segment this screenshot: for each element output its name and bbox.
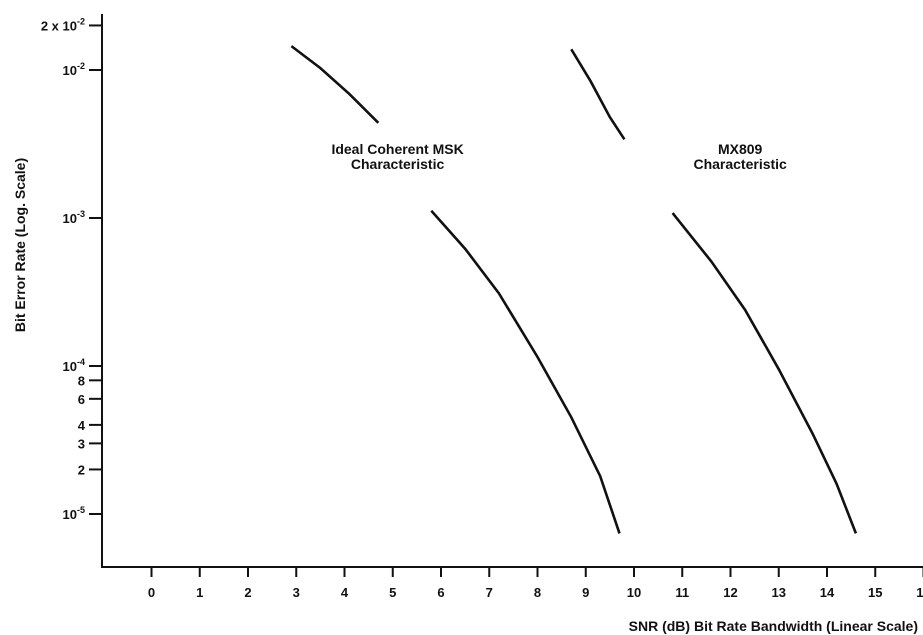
- y-tick-base: 6: [78, 392, 85, 407]
- y-tick-base: 10: [63, 507, 77, 522]
- y-tick-label: 2 x 10-2: [41, 16, 85, 33]
- y-tick-base: 2: [78, 462, 85, 477]
- y-tick-base: 10: [63, 359, 77, 374]
- x-tick-label: 11: [675, 585, 689, 600]
- annotation-2-line-2: Characteristic: [693, 156, 787, 172]
- y-tick-label: 3: [78, 436, 85, 451]
- x-tick-label: 14: [820, 585, 835, 600]
- y-tick-exponent: -4: [77, 357, 85, 367]
- series-2-segment-2-line: [671, 212, 858, 534]
- y-tick-label: 4: [78, 418, 86, 433]
- series-1-segment-2-line: [430, 209, 621, 534]
- y-tick-exponent: -2: [77, 61, 85, 71]
- annotation-1-line-2: Characteristic: [351, 156, 445, 172]
- y-tick-label: 6: [78, 392, 85, 407]
- y-tick-exponent: -3: [77, 209, 85, 219]
- series-2-segment-1-line: [570, 48, 626, 141]
- x-tick-label: 16: [916, 585, 923, 600]
- y-tick-label: 10-2: [63, 61, 85, 78]
- x-tick-label: 5: [389, 585, 396, 600]
- y-tick-label: 8: [78, 373, 85, 388]
- x-tick-label: 4: [341, 585, 349, 600]
- x-tick-label: 3: [293, 585, 300, 600]
- annotation-1-line-1: Ideal Coherent MSK: [331, 141, 463, 157]
- annotation-2-line-1: MX809: [718, 141, 763, 157]
- y-tick-base: 3: [78, 436, 85, 451]
- x-tick-group: 012345678910111213141516: [148, 567, 923, 600]
- y-tick-base: 10: [63, 63, 77, 78]
- x-tick-label: 12: [723, 585, 737, 600]
- x-tick-label: 2: [244, 585, 251, 600]
- x-axis-title: SNR (dB) Bit Rate Bandwidth (Linear Scal…: [629, 618, 918, 634]
- x-tick-label: 7: [486, 585, 493, 600]
- y-tick-base: 2 x 10: [41, 18, 77, 33]
- x-tick-label: 13: [772, 585, 786, 600]
- x-tick-label: 10: [627, 585, 641, 600]
- y-axis-title: Bit Error Rate (Log. Scale): [12, 158, 28, 332]
- y-tick-base: 4: [78, 418, 86, 433]
- y-tick-base: 8: [78, 373, 85, 388]
- x-tick-label: 0: [148, 585, 155, 600]
- series-1-segment-1-line: [290, 45, 380, 124]
- y-tick-label: 2: [78, 462, 85, 477]
- x-tick-label: 15: [868, 585, 882, 600]
- y-tick-label: 10-3: [63, 209, 85, 226]
- x-tick-label: 6: [437, 585, 444, 600]
- y-tick-label: 10-5: [63, 505, 85, 522]
- curve-group: [290, 45, 858, 534]
- x-tick-label: 8: [534, 585, 541, 600]
- y-tick-exponent: -5: [77, 505, 85, 515]
- y-tick-base: 10: [63, 211, 77, 226]
- x-tick-label: 1: [196, 585, 203, 600]
- y-tick-exponent: -2: [77, 16, 85, 26]
- y-tick-label: 10-4: [63, 357, 85, 374]
- x-tick-label: 9: [582, 585, 589, 600]
- annotation-group: Ideal Coherent MSKCharacteristicMX809Cha…: [331, 141, 787, 172]
